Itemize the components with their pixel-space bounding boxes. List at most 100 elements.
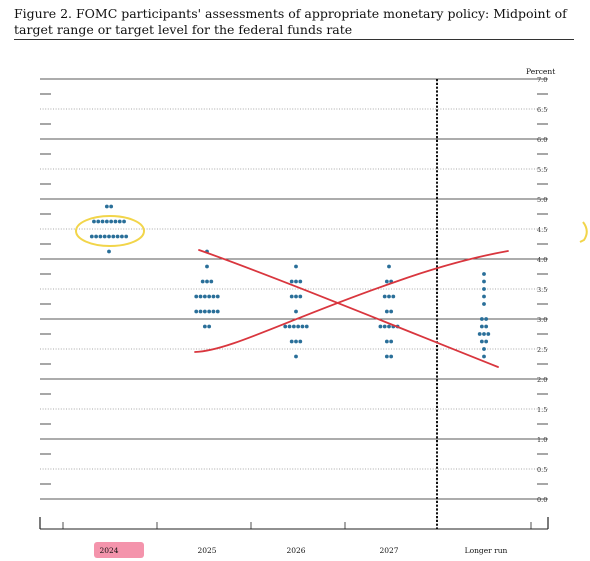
y-tick-label: 2.0 [537,376,547,384]
participant-dot [107,249,111,254]
participant-dot [378,324,383,329]
participant-dot [107,234,111,239]
y-tick-label: 1.0 [537,436,547,444]
y-tick-label: 2.5 [537,346,547,354]
x-category-label: 2024 [99,546,118,555]
participant-dot [391,294,396,299]
y-tick-label: 5.0 [537,196,547,204]
participant-dot [100,219,105,224]
participant-dot [115,234,120,239]
participant-dot [294,309,298,314]
x-category-label: 2025 [197,546,216,555]
participant-dot [205,279,209,284]
participant-dot [198,309,203,314]
title-rule [14,39,574,40]
participant-dot [122,219,126,224]
participant-dot [482,302,486,306]
participant-dot [215,309,220,314]
y-tick-label: 5.5 [537,166,547,174]
y-tick-label: 6.0 [537,136,547,144]
participant-dot [298,294,303,299]
participant-dot [291,324,296,329]
participant-dot [294,339,298,344]
participant-dot [479,324,484,329]
participant-dot [194,309,199,314]
participant-dot [389,309,394,314]
participant-dot [109,219,114,224]
participant-dot [486,332,491,336]
participant-dot [477,332,482,336]
participant-dot [205,264,209,269]
participant-dot [384,279,389,284]
participant-dot [89,234,94,239]
participant-dot [202,294,207,299]
participant-dot [298,279,303,284]
participant-dot [289,339,294,344]
participant-dot [294,294,298,299]
dots-2024-highlight-circle [75,215,145,247]
cross-line-ascending [194,250,509,353]
participant-dot [207,324,212,329]
participant-dot [296,324,301,329]
participant-dot [387,264,391,269]
participant-dot [482,287,486,291]
participant-dot [117,219,122,224]
y-tick-label: 0.5 [537,466,547,474]
participant-dot [482,347,486,351]
participant-dot [215,294,220,299]
participant-dot [384,339,389,344]
participant-dot [479,317,484,321]
participant-dot [211,294,216,299]
participant-dot [482,354,486,359]
participant-dot [96,219,101,224]
participant-dot [482,272,486,276]
participant-dot [482,279,486,284]
participant-dot [287,324,292,329]
participant-dot [102,234,107,239]
participant-dot [387,324,391,329]
participant-dot [200,279,205,284]
y-tick-label: 3.5 [537,286,547,294]
participant-dot [283,324,288,329]
participant-dot [94,234,98,239]
y-tick-label: 4.5 [537,226,547,234]
participant-dot [289,294,294,299]
participant-dot [298,339,303,344]
participant-dot [211,309,216,314]
participant-dot [294,354,298,359]
y-tick-label: 4.0 [537,256,547,264]
participant-dot [124,234,129,239]
participant-dot [389,339,394,344]
y-tick-label: 6.5 [537,106,547,114]
y-tick-label: 7.0 [537,76,547,84]
participant-dot [120,234,124,239]
participant-dot [198,294,203,299]
participant-dot [104,204,109,209]
cross-line-descending [198,249,499,368]
y-axis-label: Percent [526,67,555,76]
participant-dot [111,234,116,239]
participant-dot [92,219,96,224]
participant-dot [384,309,389,314]
figure-title: Figure 2. FOMC participants' assessments… [14,6,567,37]
participant-dot [113,219,118,224]
participant-dot [300,324,305,329]
participant-dot [202,324,207,329]
participant-dot [289,279,294,284]
y-tick-label: 1.5 [537,406,547,414]
participant-dot [207,294,212,299]
participant-dot [207,309,212,314]
x-category-label: 2027 [379,546,398,555]
participant-dot [482,294,486,299]
x-category-label: Longer run [465,546,508,555]
participant-dot [387,294,391,299]
participant-dot [202,309,207,314]
y-tick-label: 3.0 [537,316,547,324]
participant-dot [194,294,199,299]
participant-dot [382,294,387,299]
participant-dot [484,317,489,321]
participant-dot [384,354,389,359]
tick-4-5-highlight-mark [579,221,588,243]
participant-dot [294,264,298,269]
